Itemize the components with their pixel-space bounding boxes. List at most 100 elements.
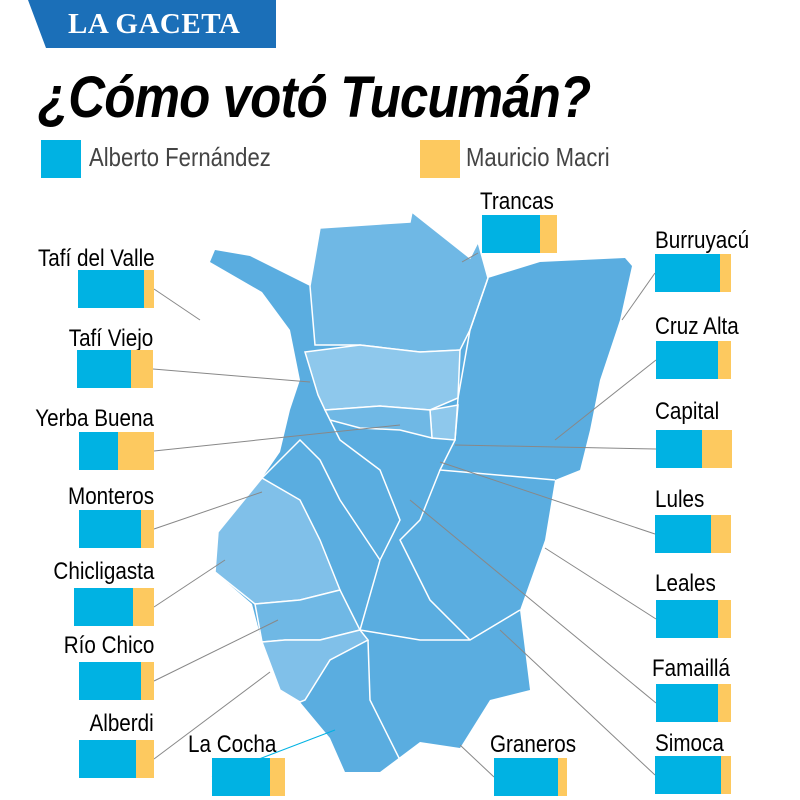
label-cruz-alta: Cruz Alta (655, 313, 739, 340)
page-title: ¿Cómo votó Tucumán? (38, 65, 591, 130)
dept-boundaries (261, 438, 381, 561)
label-rio-chico: Río Chico (63, 632, 154, 659)
leader-line-yerba-buena (153, 424, 401, 452)
label-la-cocha: La Cocha (188, 731, 277, 758)
label-leales: Leales (655, 570, 716, 597)
leader-line-trancas (461, 252, 479, 263)
bar-cruz-alta (656, 341, 731, 379)
leader-line-capital (454, 444, 657, 450)
bar-famailla (656, 684, 731, 722)
bar-segment-fernandez (482, 215, 540, 253)
bar-segment-macri (718, 341, 731, 379)
bar-burruyacu (655, 254, 731, 292)
bar-segment-macri (141, 662, 154, 700)
leader-line-tafi-del-valle (153, 288, 201, 321)
bar-segment-macri (558, 758, 567, 796)
bar-segment-fernandez (656, 430, 702, 468)
bar-monteros (79, 510, 154, 548)
bar-trancas (482, 215, 557, 253)
leader-line-alberdi (153, 671, 271, 760)
bar-segment-fernandez (78, 270, 145, 308)
label-trancas: Trancas (480, 188, 554, 215)
label-lules: Lules (655, 486, 705, 513)
legend-swatch-macri (420, 140, 460, 178)
label-monteros: Monteros (67, 483, 154, 510)
brand-logo: LA GACETA (68, 8, 241, 40)
legend-label-macri: Mauricio Macri (466, 142, 610, 172)
brand-banner: LA GACETA (28, 0, 276, 48)
label-famailla: Famaillá (652, 655, 731, 682)
bar-segment-fernandez (656, 341, 719, 379)
leader-line-lules (439, 461, 656, 535)
bar-segment-fernandez (656, 600, 719, 638)
bar-segment-fernandez (656, 684, 719, 722)
leader-line-cruz-alta (554, 359, 657, 441)
label-capital: Capital (655, 398, 720, 425)
dept-trancas (309, 210, 489, 353)
bar-segment-fernandez (494, 758, 559, 796)
bar-segment-macri (720, 254, 731, 292)
dept-alberdi (260, 629, 370, 703)
bar-segment-macri (144, 270, 154, 308)
bar-segment-fernandez (655, 515, 712, 553)
dept-yerba-buena (323, 405, 433, 439)
bar-segment-macri (141, 510, 154, 548)
bar-segment-fernandez (77, 350, 131, 388)
label-tafi-del-valle: Tafí del Valle (38, 245, 155, 272)
bar-segment-macri (118, 432, 154, 470)
label-tafi-viejo: Tafí Viejo (68, 325, 153, 352)
bar-capital (656, 430, 732, 468)
leader-line-monteros (153, 491, 263, 530)
label-burruyacu: Burruyacú (655, 227, 750, 254)
bar-segment-fernandez (212, 758, 270, 796)
bar-segment-macri (269, 758, 285, 796)
dept-boundaries (399, 469, 471, 641)
bar-segment-fernandez (79, 662, 142, 700)
bar-lules (655, 515, 731, 553)
bar-segment-fernandez (655, 756, 722, 794)
label-chicligasta: Chicligasta (53, 558, 154, 585)
bar-segment-fernandez (79, 510, 142, 548)
bar-segment-macri (136, 740, 154, 778)
bar-segment-fernandez (655, 254, 721, 292)
leader-line-chicligasta (153, 559, 226, 608)
label-simoca: Simoca (655, 730, 724, 757)
label-graneros: Graneros (490, 731, 577, 758)
legend-label-fernandez: Alberto Fernández (89, 142, 271, 172)
bar-tafi-viejo (77, 350, 153, 388)
bar-segment-macri (130, 350, 153, 388)
leader-line-leales (544, 547, 657, 620)
dept-boundaries (438, 277, 556, 481)
bar-leales (656, 600, 731, 638)
bar-segment-macri (718, 684, 731, 722)
dept-boundaries (367, 639, 401, 761)
leader-line-burruyacu (621, 272, 656, 321)
dept-capital (429, 404, 459, 441)
bar-segment-macri (721, 756, 731, 794)
leader-line-graneros (459, 744, 495, 778)
leader-line-rio-chico (153, 619, 279, 682)
bar-segment-macri (539, 215, 557, 253)
bar-segment-macri (711, 515, 731, 553)
bar-segment-fernandez (79, 432, 118, 470)
bar-segment-macri (133, 588, 154, 626)
bar-rio-chico (79, 662, 154, 700)
bar-alberdi (79, 740, 154, 778)
bar-simoca (655, 756, 731, 794)
bar-graneros (494, 758, 567, 796)
bar-segment-fernandez (79, 740, 136, 778)
leader-line-simoca (499, 629, 656, 776)
leader-line-tafi-viejo (152, 368, 311, 383)
bar-segment-fernandez (74, 588, 134, 626)
bar-yerba-buena (79, 432, 154, 470)
bar-segment-macri (718, 600, 731, 638)
bar-chicligasta (74, 588, 154, 626)
label-yerba-buena: Yerba Buena (35, 405, 154, 432)
label-alberdi: Alberdi (89, 710, 154, 737)
legend-swatch-fernandez (41, 140, 81, 178)
bar-segment-macri (701, 430, 732, 468)
bar-la-cocha (212, 758, 285, 796)
dept-tafi-viejo (304, 344, 461, 411)
